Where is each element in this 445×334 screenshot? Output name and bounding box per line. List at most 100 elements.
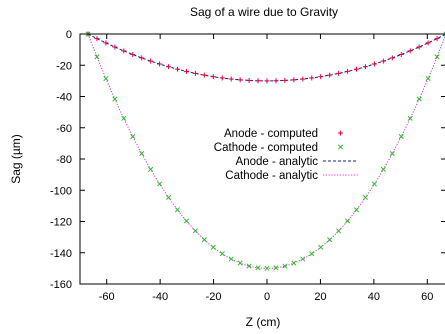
x-tick-label: -20 [206, 291, 222, 303]
legend-label: Anode - computed [224, 128, 318, 140]
data-point [336, 70, 342, 76]
data-point [157, 181, 163, 187]
data-point [121, 115, 127, 121]
data-point [398, 133, 404, 140]
data-point [407, 48, 413, 54]
data-point [371, 181, 377, 187]
data-point [345, 68, 351, 74]
data-point [434, 36, 440, 42]
legend-label: Anode - analytic [236, 156, 319, 168]
data-point [192, 228, 198, 234]
data-point [103, 75, 109, 82]
axes-layer: -60 -40 -20 0 20 40 60 0 -20 -40 -60 -80 -100 -120 -14… [50, 29, 445, 303]
data-point [219, 75, 225, 81]
data-point [183, 218, 190, 224]
data-point [148, 58, 154, 64]
x-tick-label: -60 [99, 291, 115, 303]
y-axis-label: Sag (µm) [9, 134, 23, 184]
y-tick-label: -100 [50, 185, 72, 197]
data-point [228, 76, 234, 82]
y-tick-label: 0 [66, 29, 72, 41]
data-point [130, 52, 136, 58]
legend-label: Cathode - computed [214, 142, 318, 154]
data-point [398, 52, 404, 58]
data-point [210, 244, 216, 250]
data-point [389, 55, 395, 61]
data-point [327, 72, 333, 78]
data-point [246, 77, 252, 83]
data-point [157, 61, 163, 67]
legend-marker [337, 144, 344, 150]
data-point [121, 48, 127, 54]
data-point [201, 237, 207, 243]
data-point [291, 260, 297, 266]
data-point [273, 265, 279, 271]
data-point [264, 265, 270, 271]
data-point [416, 44, 422, 50]
data-point [282, 77, 288, 83]
data-point [353, 207, 360, 213]
data-point [407, 115, 413, 121]
data-point [371, 61, 377, 67]
data-point [255, 78, 261, 84]
data-point [174, 207, 181, 213]
data-point [166, 194, 172, 201]
data-point [318, 74, 324, 80]
data-point [273, 78, 279, 84]
data-point [219, 251, 225, 257]
data-point [94, 36, 100, 42]
data-point [354, 66, 360, 72]
data-point [282, 263, 288, 269]
data-point [130, 133, 136, 140]
data-point [112, 96, 118, 102]
data-point [192, 70, 198, 76]
data-point [434, 54, 440, 60]
data-point [300, 76, 306, 82]
y-tick-label: -40 [56, 92, 72, 104]
data-point [300, 256, 306, 262]
data-point [416, 96, 422, 102]
data-point [148, 166, 154, 172]
legend-label: Cathode - analytic [225, 170, 318, 182]
y-tick-label: -80 [56, 154, 72, 166]
y-tick-label: -140 [50, 248, 72, 260]
y-tick-label: -120 [50, 217, 72, 229]
data-point [309, 75, 315, 81]
data-point [264, 78, 270, 84]
data-point [425, 75, 431, 82]
legend: Anode - computed Cathode - computed Anode … [214, 128, 358, 182]
data-point [362, 194, 369, 201]
data-point [201, 72, 207, 78]
data-point [255, 265, 261, 271]
data-point [327, 237, 333, 243]
y-tick-label: -20 [56, 60, 72, 72]
data-point [246, 263, 252, 269]
x-tick-label: 20 [314, 291, 326, 303]
data-point [237, 260, 243, 266]
data-point [103, 40, 109, 46]
legend-marker [338, 130, 343, 136]
x-tick-label: 60 [421, 291, 433, 303]
data-point [112, 44, 118, 50]
x-tick-label: 40 [368, 291, 380, 303]
data-point [139, 150, 145, 157]
data-point [166, 64, 172, 70]
data-point [380, 166, 386, 172]
data-point [345, 218, 351, 224]
y-tick-label: -60 [56, 123, 72, 135]
x-tick-label: -40 [152, 291, 168, 303]
data-point [362, 64, 368, 70]
data-point [318, 244, 324, 250]
data-point [389, 150, 395, 157]
series-layer [85, 31, 445, 271]
data-point [425, 40, 431, 46]
x-tick-label: 0 [264, 291, 270, 303]
data-point [183, 68, 189, 74]
data-point [175, 66, 181, 72]
data-point [291, 77, 297, 83]
x-axis-label: Z (cm) [246, 315, 281, 329]
data-point [380, 58, 386, 64]
y-tick-label: -160 [50, 279, 72, 291]
data-point [309, 251, 315, 257]
